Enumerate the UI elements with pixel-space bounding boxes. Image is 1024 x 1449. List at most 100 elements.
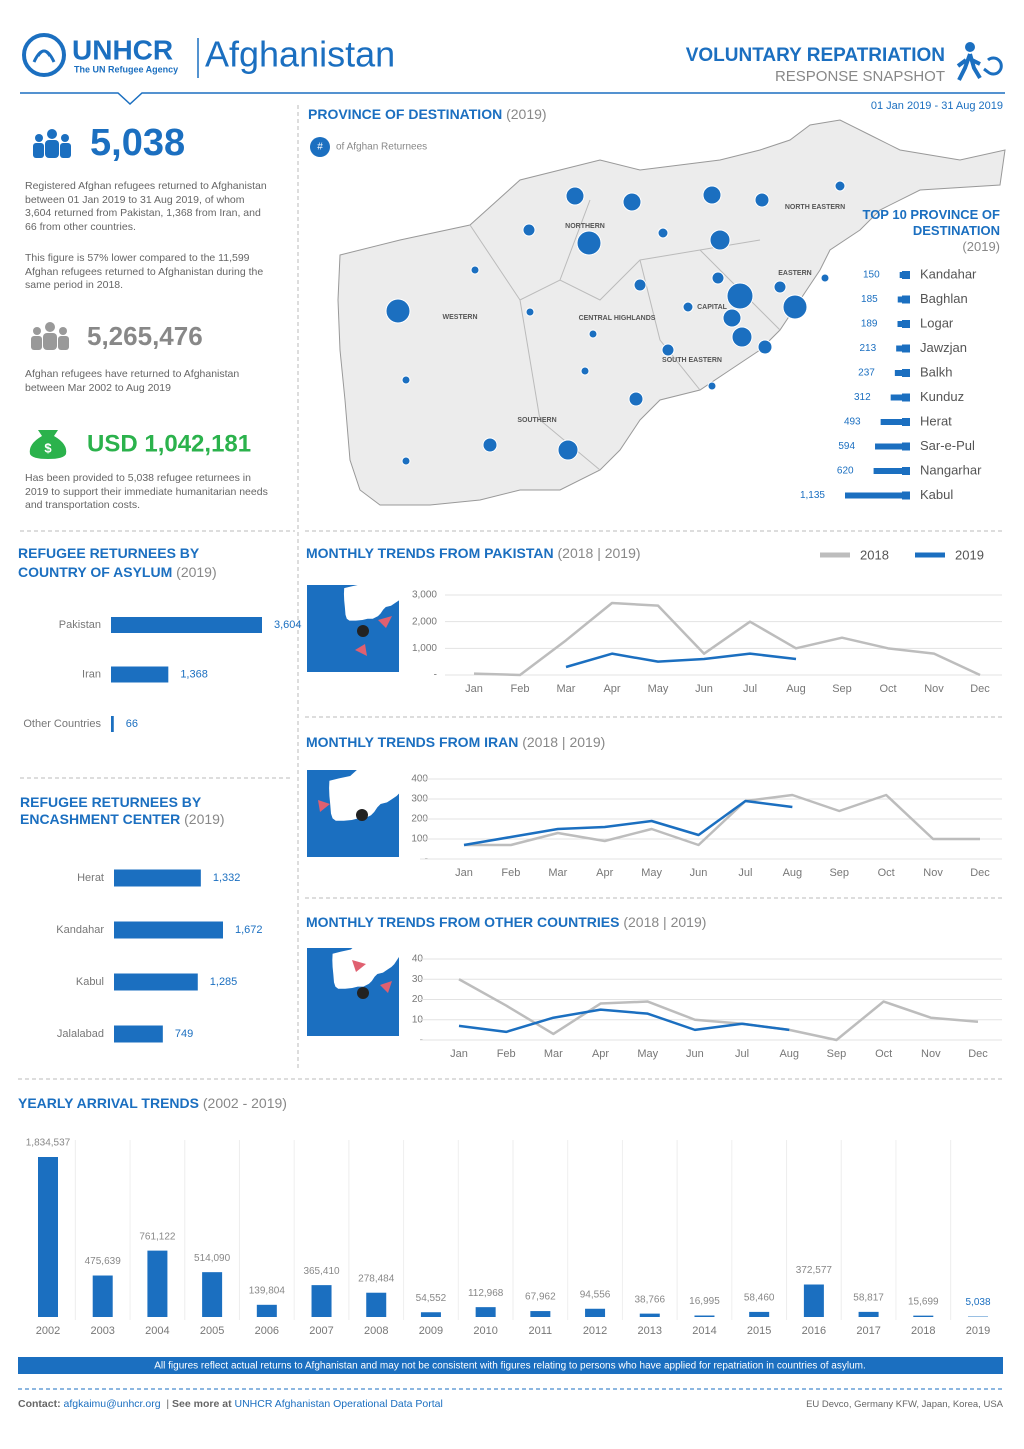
value-label: 213 (859, 343, 876, 354)
title-text: TOP 10 PROVINCE OF DESTINATION (862, 207, 1000, 238)
x-tick-label: 2006 (255, 1325, 279, 1337)
bar (880, 419, 908, 425)
y-tick-label: - (434, 670, 437, 681)
title-text: YEARLY ARRIVAL TRENDS (18, 1095, 199, 1111)
category-label: Jalalabad (57, 1028, 104, 1040)
category-label: Kandahar (920, 266, 977, 281)
x-tick-label: Mar (544, 1048, 563, 1060)
category-label: Iran (82, 668, 101, 680)
people-icon (33, 129, 71, 158)
x-tick-label: 2017 (856, 1325, 880, 1337)
bar (803, 1284, 824, 1317)
map-legend-symbol: # (317, 142, 323, 153)
map-borders (469, 199, 781, 471)
value-label: 38,766 (634, 1294, 665, 1305)
chart-title: REFUGEE RETURNEES BY COUNTRY OF ASYLUM (… (18, 544, 248, 582)
x-tick-label: 2002 (36, 1325, 60, 1337)
bullet (902, 369, 910, 377)
stat-value: USD 1,042,181 (87, 430, 251, 457)
x-tick-label: 2010 (473, 1325, 497, 1337)
x-tick-label: Jan (455, 867, 473, 879)
x-tick-label: Mar (557, 683, 576, 695)
x-tick-label: Feb (511, 683, 530, 695)
x-tick-label: 2011 (529, 1325, 553, 1337)
map-bubble (773, 280, 787, 294)
portal-link[interactable]: UNHCR Afghanistan Operational Data Porta… (234, 1398, 443, 1410)
value-label: 16,995 (689, 1296, 720, 1307)
bar (111, 716, 114, 732)
value-label: 15,699 (908, 1296, 939, 1307)
title-note: (2018 | 2019) (623, 914, 707, 930)
value-label: 58,817 (853, 1293, 884, 1304)
contact-label: Contact: (18, 1398, 61, 1410)
x-tick-label: 2008 (364, 1325, 388, 1337)
y-tick-label: 300 (411, 794, 428, 805)
x-tick-label: Aug (779, 1048, 799, 1060)
value-label: 372,577 (796, 1265, 833, 1276)
bullet (902, 491, 910, 500)
value-label: 475,639 (85, 1256, 122, 1267)
map-bubble (401, 456, 411, 466)
value-label: 94,556 (580, 1289, 611, 1300)
value-label: 761,122 (139, 1231, 176, 1242)
title-note: (2019) (184, 811, 225, 827)
map-bubble (576, 230, 602, 256)
region-label: CENTRAL HIGHLANDS (579, 315, 656, 322)
x-tick-label: May (637, 1048, 658, 1060)
map-title: PROVINCE OF DESTINATION (2019) (308, 105, 547, 124)
x-tick-label: 2007 (309, 1325, 333, 1337)
x-tick-label: Jan (465, 683, 483, 695)
category-label: Logar (920, 315, 954, 330)
value-label: 1,135 (800, 490, 825, 501)
stat-text: Registered Afghan refugees returned to A… (25, 180, 267, 233)
x-tick-label: Mar (548, 867, 567, 879)
title-text: REFUGEE RETURNEES BY COUNTRY OF ASYLUM (18, 545, 199, 580)
value-label: 365,410 (303, 1266, 340, 1277)
stat-value: 5,265,476 (87, 321, 203, 351)
value-label: 189 (861, 319, 878, 330)
value-label: 58,460 (744, 1293, 775, 1304)
value-label: 3,604 (274, 619, 302, 631)
chart-title: YEARLY ARRIVAL TRENDS (2002 - 2019) (18, 1094, 287, 1113)
value-label: 139,804 (249, 1285, 286, 1296)
series-line (473, 601, 981, 677)
bullet (902, 320, 910, 328)
value-label: 185 (861, 294, 878, 305)
category-label: Other Countries (23, 718, 101, 730)
map-bubble (522, 223, 536, 237)
y-tick-label: 10 (412, 1014, 424, 1025)
region-label: WESTERN (443, 314, 478, 321)
email[interactable]: afgkaimu@unhcr.org (63, 1398, 161, 1410)
title-note: (2019) (962, 239, 1000, 254)
title-note: (2019) (176, 564, 217, 580)
bar (38, 1157, 58, 1317)
bullet (902, 418, 910, 426)
people-icon (31, 322, 69, 350)
value-label: 1,332 (213, 872, 241, 884)
category-label: Pakistan (59, 619, 101, 631)
bar (530, 1311, 551, 1317)
y-tick-label: 400 (411, 774, 428, 785)
title-note: (2018 | 2019) (557, 545, 641, 561)
x-tick-label: 2015 (747, 1325, 771, 1337)
x-tick-label: 2016 (802, 1325, 826, 1337)
map-bubble (757, 339, 773, 355)
x-tick-label: Jul (738, 867, 752, 879)
bar (114, 921, 223, 939)
category-label: Kabul (920, 487, 953, 502)
category-label: Herat (920, 413, 952, 428)
title-text: MONTHLY TRENDS FROM PAKISTAN (306, 545, 554, 561)
map-bubble (482, 437, 498, 453)
map-bubble (726, 282, 754, 310)
x-tick-label: Nov (923, 867, 943, 879)
bar (749, 1311, 770, 1317)
see-more: See more at (172, 1398, 232, 1410)
x-tick-label: 2018 (911, 1325, 935, 1337)
map-bubble (711, 271, 725, 285)
note: All figures reflect actual returns to Af… (154, 1361, 866, 1372)
value-label: 749 (175, 1028, 193, 1040)
bar (694, 1315, 715, 1317)
x-tick-label: Aug (786, 683, 806, 695)
series-line (458, 1008, 790, 1034)
